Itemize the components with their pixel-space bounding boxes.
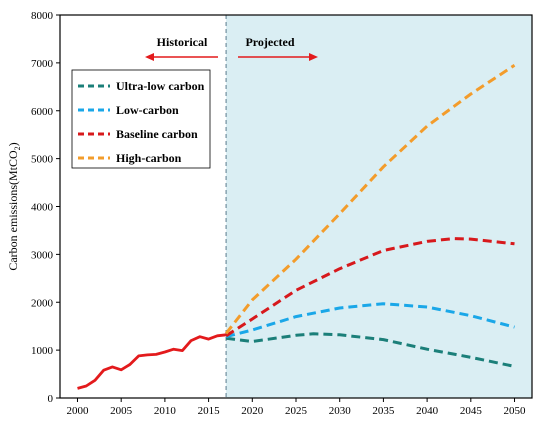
legend: Ultra-low carbon Low-carbon Baseline carbo… (71, 69, 211, 169)
legend-label: Ultra-low carbon (116, 79, 205, 93)
y-tick-label: 8000 (31, 10, 54, 22)
y-tick-label: 2000 (31, 297, 54, 309)
projected-arrow (238, 53, 318, 61)
x-tick-label: 2035 (372, 405, 395, 417)
historical-arrow (145, 53, 218, 61)
y-axis-title-subscript: 2 (13, 146, 22, 150)
projected-region (226, 15, 532, 398)
legend-label: Low-carbon (116, 103, 179, 117)
x-tick-label: 2030 (329, 405, 352, 417)
y-tick-label: 1000 (31, 345, 54, 357)
y-axis-title-main: Carbon emissions(MtCO (6, 150, 20, 271)
legend-label: Baseline carbon (116, 127, 198, 141)
series-low-carbon-line (225, 302, 515, 339)
x-tick-label: 2000 (66, 405, 89, 417)
series-group (77, 64, 516, 390)
y-tick-label: 7000 (31, 58, 54, 70)
x-tick-label: 2050 (504, 405, 527, 417)
y-tick-label: 5000 (31, 154, 54, 166)
historical-annotation: Historical (157, 35, 208, 49)
arrow-head (145, 53, 154, 61)
arrow-head (309, 53, 318, 61)
series-baseline-carbon-line (225, 237, 515, 338)
y-tick-label: 3000 (31, 249, 54, 261)
projected-annotation: Projected (245, 35, 294, 49)
series-high-carbon-line (224, 64, 516, 335)
y-axis-title-close: ) (6, 142, 20, 146)
y-tick-label: 6000 (31, 106, 54, 118)
series-historical-line (77, 333, 227, 390)
legend-label: High-carbon (116, 151, 182, 165)
x-tick-label: 2040 (416, 405, 439, 417)
x-axis: 2000 2005 2010 2015 2020 2025 2030 2035 2040 2045… (66, 398, 526, 417)
legend-box (71, 69, 211, 169)
x-tick-label: 2005 (110, 405, 133, 417)
x-tick-label: 2015 (198, 405, 221, 417)
y-axis-title: Carbon emissions(MtCO2) (6, 142, 22, 270)
x-tick-label: 2010 (154, 405, 177, 417)
series-ultra-low-carbon-line (225, 332, 515, 368)
x-tick-label: 2020 (241, 405, 264, 417)
x-tick-label: 2045 (460, 405, 483, 417)
x-tick-label: 2025 (285, 405, 308, 417)
y-axis: 0 1000 2000 3000 4000 5000 6000 7000 8000 (31, 10, 60, 405)
y-tick-label: 4000 (31, 202, 54, 214)
y-tick-label: 0 (48, 393, 54, 405)
